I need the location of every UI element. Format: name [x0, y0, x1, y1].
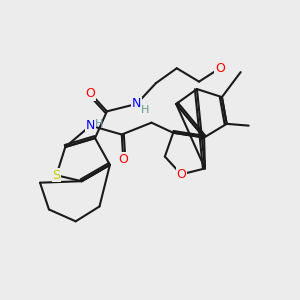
- Text: S: S: [52, 169, 60, 182]
- Text: N: N: [86, 119, 95, 132]
- Text: H: H: [95, 119, 103, 129]
- Text: O: O: [118, 153, 128, 166]
- Text: H: H: [141, 106, 149, 116]
- Text: O: O: [85, 87, 95, 100]
- Text: O: O: [215, 62, 225, 75]
- Text: O: O: [176, 168, 186, 181]
- Text: N: N: [132, 98, 141, 110]
